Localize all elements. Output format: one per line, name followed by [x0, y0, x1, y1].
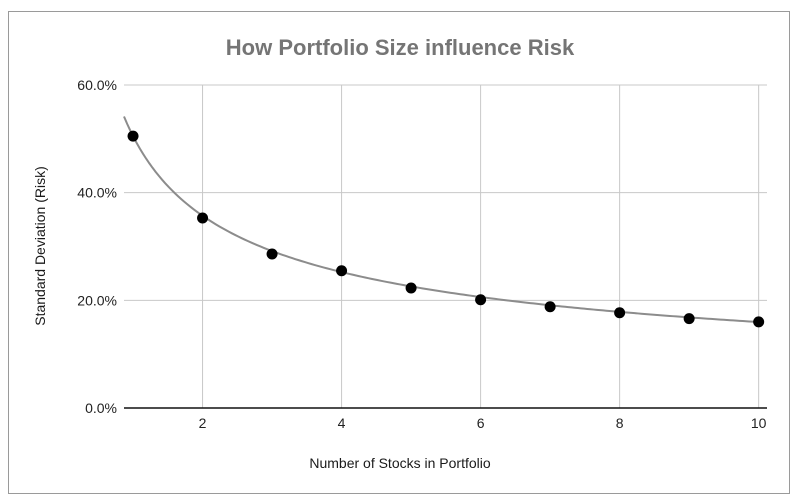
data-points — [127, 130, 765, 328]
x-axis-label: Number of Stocks in Portfolio — [309, 455, 491, 471]
y-tick-label: 20.0% — [77, 292, 117, 308]
data-point — [614, 307, 626, 319]
y-tick-label: 0.0% — [85, 400, 117, 416]
data-point — [336, 265, 348, 277]
data-point — [197, 212, 209, 224]
gridlines — [124, 84, 767, 408]
data-point — [683, 313, 695, 325]
data-point — [405, 282, 417, 294]
axis-ticks: 0.0% 20.0% 40.0% 60.0% 2 4 6 8 10 — [77, 77, 766, 431]
y-tick-label: 60.0% — [77, 77, 117, 93]
data-point — [127, 130, 139, 142]
x-tick-label: 6 — [477, 415, 485, 431]
x-tick-label: 2 — [199, 415, 207, 431]
data-point — [544, 301, 556, 313]
power-trendline — [123, 116, 759, 324]
chart-title: How Portfolio Size influence Risk — [225, 35, 575, 60]
x-tick-label: 4 — [338, 415, 346, 431]
trendline — [123, 116, 759, 324]
data-point — [475, 294, 487, 306]
data-point — [753, 316, 765, 328]
chart-frame — [8, 11, 790, 494]
x-tick-label: 10 — [751, 415, 767, 431]
x-tick-label: 8 — [616, 415, 624, 431]
data-point — [266, 248, 278, 260]
y-tick-label: 40.0% — [77, 185, 117, 201]
